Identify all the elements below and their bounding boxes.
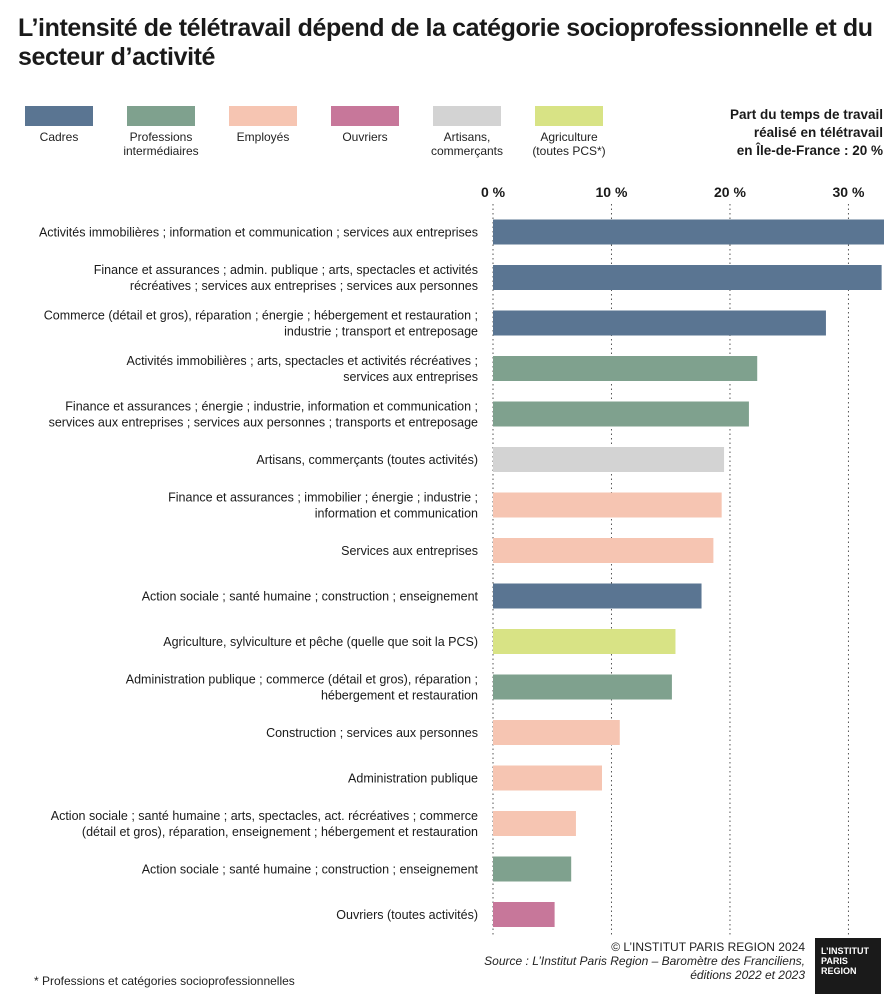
legend-label: Professions [129, 130, 193, 144]
bar-chart-svg: 0 % 10 % 20 % 30 % Activités immobilières ; … [39, 184, 884, 937]
note-line: en Île-de-France : 20 % [736, 143, 883, 158]
legend-label: commerçants [430, 144, 504, 158]
bar [493, 811, 576, 836]
legend-label: Cadres [39, 130, 79, 144]
bar [493, 265, 882, 290]
bar [493, 356, 758, 381]
bar-label: Artisans, commerçants (toutes activités) [256, 453, 478, 467]
bar-label: Administration publique ; commerce (déta… [126, 673, 478, 687]
bar [493, 492, 722, 518]
legend-item: Ouvriers [320, 106, 410, 144]
bar-label: Action sociale ; santé humaine ; constru… [142, 863, 479, 877]
legend: Cadres Professions intermédiaires Employés O… [14, 106, 614, 166]
legend-item: Artisans, commerçants [422, 106, 512, 158]
legend-swatch [229, 106, 297, 126]
national-average-note: Part du temps de travail réalisé en télét… [730, 106, 883, 160]
legend-swatch [331, 106, 399, 126]
bar-label: Services aux entreprises [341, 544, 478, 558]
legend-swatch [535, 106, 603, 126]
chart-title: L’intensité de télétravail dépend de la … [18, 14, 873, 71]
source-text-1: Source : L’Institut Paris Region – Barom… [484, 954, 805, 968]
logo-text: REGION [821, 966, 857, 976]
bar-label: industrie ; transport et entreposage [284, 325, 478, 339]
bar-label: (détail et gros), réparation, enseigneme… [82, 825, 478, 839]
bar-label: Agriculture, sylviculture et pêche (quel… [163, 635, 478, 649]
bar [493, 310, 826, 336]
bar-label: services aux entreprises [343, 370, 478, 384]
legend-swatch [127, 106, 195, 126]
bar-label: Administration publique [348, 772, 478, 786]
note-line: Part du temps de travail [729, 107, 883, 122]
legend-swatch [25, 106, 93, 126]
x-tick-label: 30 % [832, 184, 864, 200]
x-tick-label: 0 % [481, 184, 506, 200]
copyright-text: © L’INSTITUT PARIS REGION 2024 [611, 940, 805, 954]
bar [493, 219, 884, 245]
legend-label: Agriculture [540, 130, 598, 144]
logo-text: PARIS [821, 956, 848, 966]
legend-label: Ouvriers [342, 130, 388, 144]
credits: © L’INSTITUT PARIS REGION 2024 Source : … [484, 940, 805, 982]
note-line: réalisé en télétravail [753, 125, 883, 140]
bar-label: Commerce (détail et gros), réparation ; … [44, 309, 478, 323]
x-tick-label: 20 % [714, 184, 746, 200]
source-text-2: éditions 2022 et 2023 [690, 968, 805, 982]
bar-label: Activités immobilières ; information et … [39, 226, 478, 240]
legend-item: Professions intermédiaires [116, 106, 206, 158]
legend-label: (toutes PCS*) [532, 144, 606, 158]
bar [493, 902, 555, 927]
legend-swatch [433, 106, 501, 126]
legend-item: Cadres [14, 106, 104, 144]
bar-label: récréatives ; services aux entreprises ;… [130, 279, 478, 293]
bar-label: Action sociale ; santé humaine ; arts, s… [51, 809, 478, 823]
bar [493, 583, 702, 609]
bar-label: hébergement et restauration [321, 689, 478, 703]
bar [493, 674, 672, 700]
legend-item: Agriculture (toutes PCS*) [524, 106, 614, 158]
bar [493, 856, 572, 882]
bar [493, 720, 620, 745]
bar-label: Finance et assurances ; énergie ; indust… [65, 400, 478, 414]
bar-label: Ouvriers (toutes activités) [336, 908, 478, 922]
bar [493, 765, 603, 791]
bar-label: Finance et assurances ; immobilier ; éne… [168, 491, 478, 505]
bar [493, 538, 714, 563]
legend-label: intermédiaires [123, 144, 199, 158]
bar-label: information et communication [315, 507, 478, 521]
bar-label: Action sociale ; santé humaine ; constru… [142, 590, 479, 604]
bar-label: Finance et assurances ; admin. publique … [94, 263, 478, 277]
logo-text: L’INSTITUT [821, 946, 869, 956]
institut-logo: L’INSTITUT PARIS REGION [815, 938, 881, 994]
footnote: * Professions et catégories socioprofess… [34, 974, 295, 988]
bar [493, 401, 749, 427]
bar-label: Activités immobilières ; arts, spectacle… [126, 354, 478, 368]
bar-chart: 0 % 10 % 20 % 30 % Activités immobilières ; … [0, 178, 887, 938]
bar [493, 629, 676, 654]
bar-label: Construction ; services aux personnes [266, 726, 478, 740]
bar [493, 447, 725, 472]
bar-label: services aux entreprises ; services aux … [49, 416, 478, 430]
legend-label: Artisans, [443, 130, 491, 144]
legend-label: Employés [236, 130, 290, 144]
legend-item: Employés [218, 106, 308, 144]
x-tick-label: 10 % [596, 184, 628, 200]
